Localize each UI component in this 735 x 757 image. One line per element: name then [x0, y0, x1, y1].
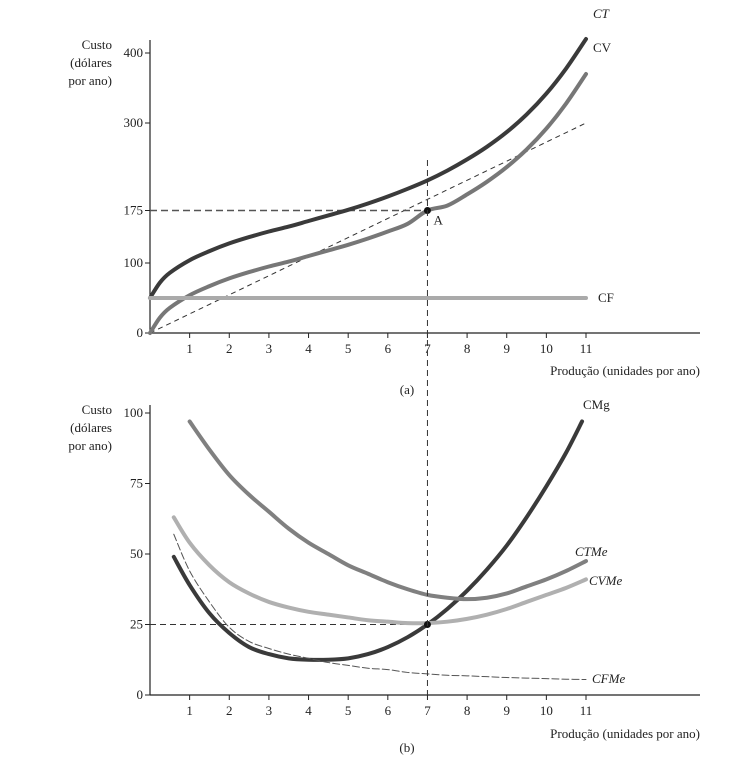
- panel-b-x-tick-label: 8: [464, 703, 471, 718]
- panel-b-x-tick-label: 7: [424, 703, 431, 718]
- panel-a-y-tick-label: 100: [124, 255, 144, 270]
- panel-a-x-tick-label: 11: [580, 341, 593, 356]
- panel-b: Custo (dólares por ano) Produção (unidad…: [68, 397, 700, 755]
- panel-a-ylabel-line-3: por ano): [68, 73, 112, 88]
- panel-b-x-tick-label: 11: [580, 703, 593, 718]
- panel-a-y-tick-label: 0: [137, 325, 144, 340]
- panel-b-y-tick-label: 50: [130, 546, 143, 561]
- panel-b-x-tick-label: 1: [186, 703, 193, 718]
- panel-a-series-cv: [148, 72, 588, 335]
- panel-b-series-label-ctme: CTMe: [575, 544, 608, 559]
- panel-a-y-tick-label: 175: [124, 203, 144, 218]
- panel-a: Custo (dólares por ano) Produção (unidad…: [68, 6, 700, 397]
- panel-a-y-tick-label: 400: [124, 45, 144, 60]
- panel-a-x-tick-label: 4: [305, 341, 312, 356]
- panel-a-x-tick-label: 1: [186, 341, 193, 356]
- panel-a-x-tick-label: 2: [226, 341, 233, 356]
- panel-a-series-label-ct: CT: [593, 6, 610, 21]
- panel-a-x-tick-label: 8: [464, 341, 471, 356]
- panel-b-x-tick-label: 4: [305, 703, 312, 718]
- panel-b-x-tick-label: 10: [540, 703, 553, 718]
- panel-b-y-tick-label: 0: [137, 687, 144, 702]
- panel-a-series-label-cv: CV: [593, 40, 612, 55]
- panel-a-x-tick-label: 7: [424, 341, 431, 356]
- panel-b-y-tick-label: 100: [124, 405, 144, 420]
- panel-a-y-tick-label: 300: [124, 115, 144, 130]
- panel-b-x-tick-label: 3: [266, 703, 273, 718]
- panel-a-xlabel: Produção (unidades por ano): [550, 363, 700, 378]
- panel-a-label: (a): [400, 382, 414, 397]
- panel-b-x-tick-label: 6: [385, 703, 392, 718]
- panel-b-y-tick-label: 25: [130, 617, 143, 632]
- panel-a-x-tick-label: 10: [540, 341, 553, 356]
- panel-b-x-tick-label: 9: [503, 703, 510, 718]
- panel-a-x-tick-label: 3: [266, 341, 273, 356]
- panel-a-x-tick-label: 9: [503, 341, 510, 356]
- panel-b-x-tick-label: 2: [226, 703, 233, 718]
- panel-b-x-tick-label: 5: [345, 703, 352, 718]
- panel-b-series-cvme: [171, 515, 588, 626]
- panel-b-ylabel-line-1: Custo: [82, 402, 112, 417]
- panel-b-ylabel-line-3: por ano): [68, 438, 112, 453]
- panel-b-xlabel: Produção (unidades por ano): [550, 726, 700, 741]
- panel-b-series-label-cvme: CVMe: [589, 573, 622, 588]
- panel-b-series-cmg: [171, 419, 585, 662]
- panel-b-label: (b): [399, 740, 414, 755]
- panel-a-ylabel-line-1: Custo: [82, 37, 112, 52]
- panel-b-series-ctme: [187, 419, 588, 602]
- panel-a-ylabel-line-2: (dólares: [70, 55, 112, 70]
- panel-a-x-tick-label: 6: [385, 341, 392, 356]
- panel-a-series-ct: [148, 37, 588, 300]
- panel-a-x-tick-label: 5: [345, 341, 352, 356]
- panel-b-y-tick-label: 75: [130, 476, 143, 491]
- panel-b-series-cfme: [173, 533, 587, 680]
- panel-b-ylabel-line-2: (dólares: [70, 420, 112, 435]
- panel-b-series-label-cfme: CFMe: [592, 671, 625, 686]
- panel-a-series-label-cf: CF: [598, 290, 614, 305]
- panel-b-series-label-cmg: CMg: [583, 397, 610, 412]
- panel-a-point-a-label: A: [433, 213, 443, 228]
